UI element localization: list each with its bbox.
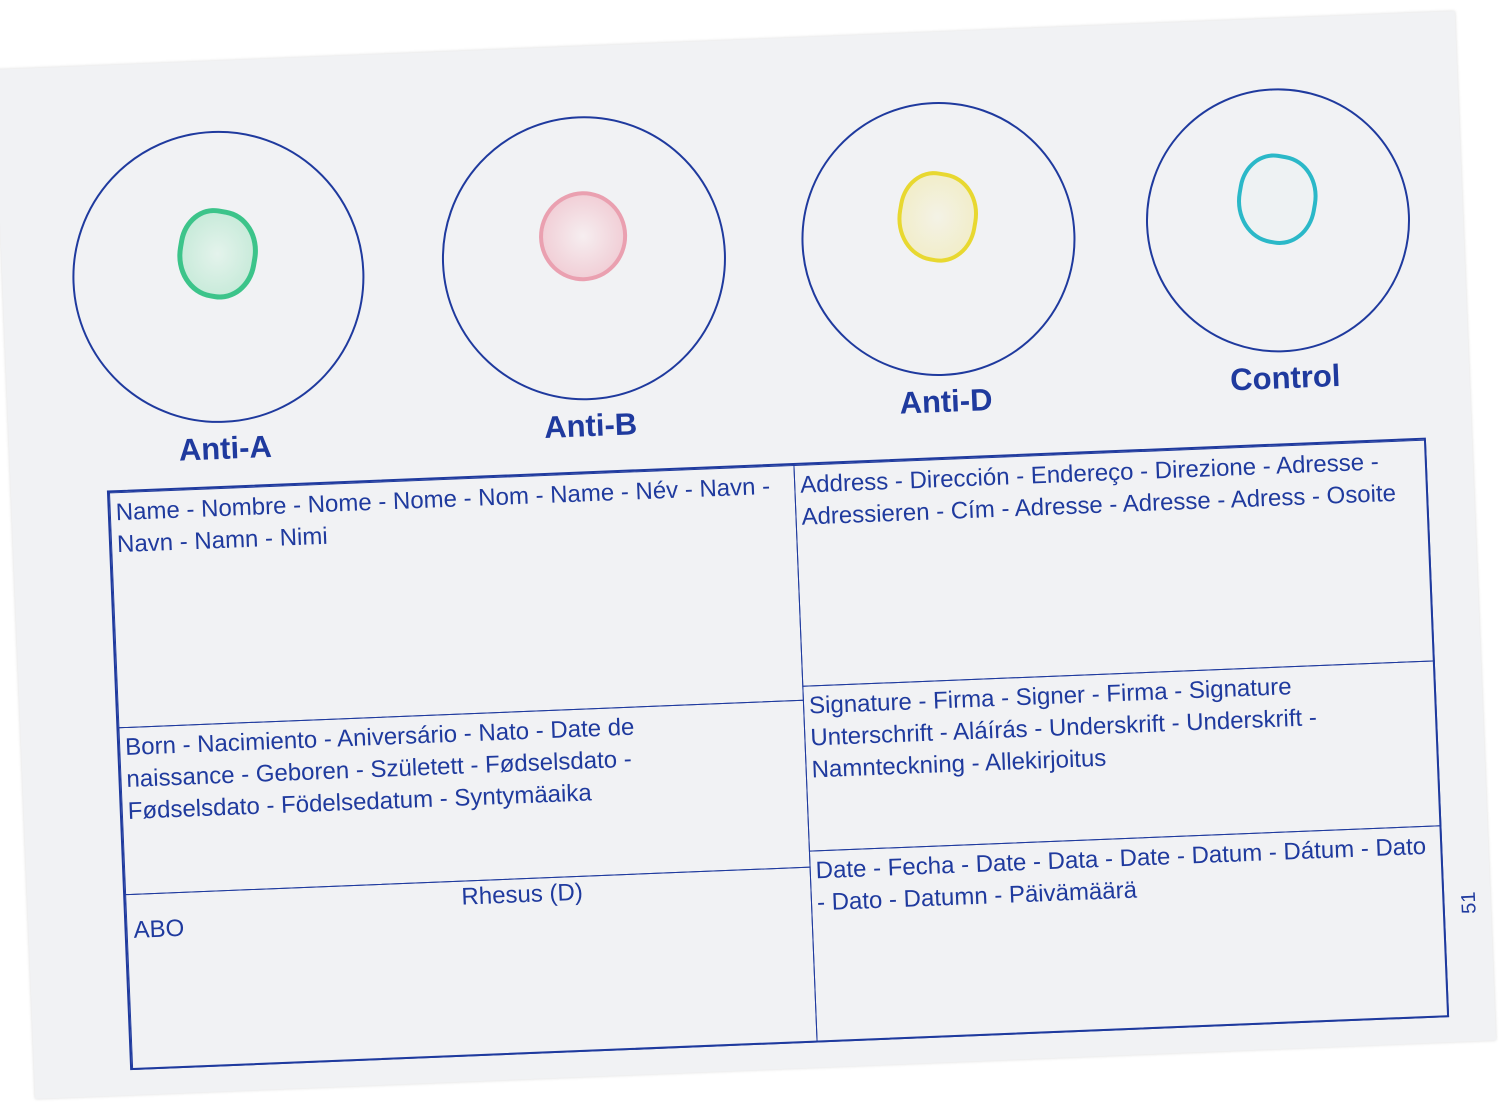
field-born-label: Born - Nacimiento - Aniversário - Nato -… — [124, 713, 635, 825]
field-date[interactable]: Date - Fecha - Date - Data - Date - Datu… — [808, 825, 1450, 1043]
field-address[interactable]: Address - Dirección - Endereço - Direzio… — [793, 439, 1435, 687]
test-circle-anti-a — [66, 125, 371, 429]
test-circle-anti-b — [436, 110, 732, 406]
field-rhesus-label: Rhesus (D) — [460, 878, 584, 911]
blood-group-card: Anti-A Anti-B Anti-D Control Name - Nomb… — [0, 11, 1497, 1099]
label-control: Control — [1229, 357, 1342, 398]
field-signature-label: Signature - Firma - Signer - Firma - Sig… — [808, 673, 1318, 784]
patient-info-table: Name - Nombre - Nome - Nome - Nom - Name… — [106, 437, 1450, 1071]
label-anti-d: Anti-D — [898, 381, 994, 421]
label-anti-a: Anti-A — [178, 428, 273, 468]
label-anti-b: Anti-B — [543, 406, 638, 445]
card-number: 51 — [1457, 891, 1481, 915]
field-name[interactable]: Name - Nombre - Nome - Nome - Nom - Name… — [108, 464, 804, 729]
reagent-spot-green — [170, 202, 265, 305]
field-address-label: Address - Dirección - Endereço - Direzio… — [799, 448, 1397, 531]
field-signature[interactable]: Signature - Firma - Signer - Firma - Sig… — [802, 660, 1442, 852]
test-circle-anti-d — [796, 96, 1081, 382]
field-abo-label: ABO — [133, 914, 185, 944]
test-circle-control — [1140, 83, 1416, 358]
reagent-spot-cyan — [1230, 148, 1325, 251]
field-name-label: Name - Nombre - Nome - Nome - Nom - Name… — [115, 472, 771, 559]
field-born[interactable]: Born - Nacimiento - Aniversário - Nato -… — [118, 699, 811, 896]
field-abo[interactable]: ABO Rhesus (D) — [125, 866, 818, 1071]
reagent-spot-yellow — [890, 166, 985, 269]
reagent-spot-pink — [532, 184, 635, 288]
